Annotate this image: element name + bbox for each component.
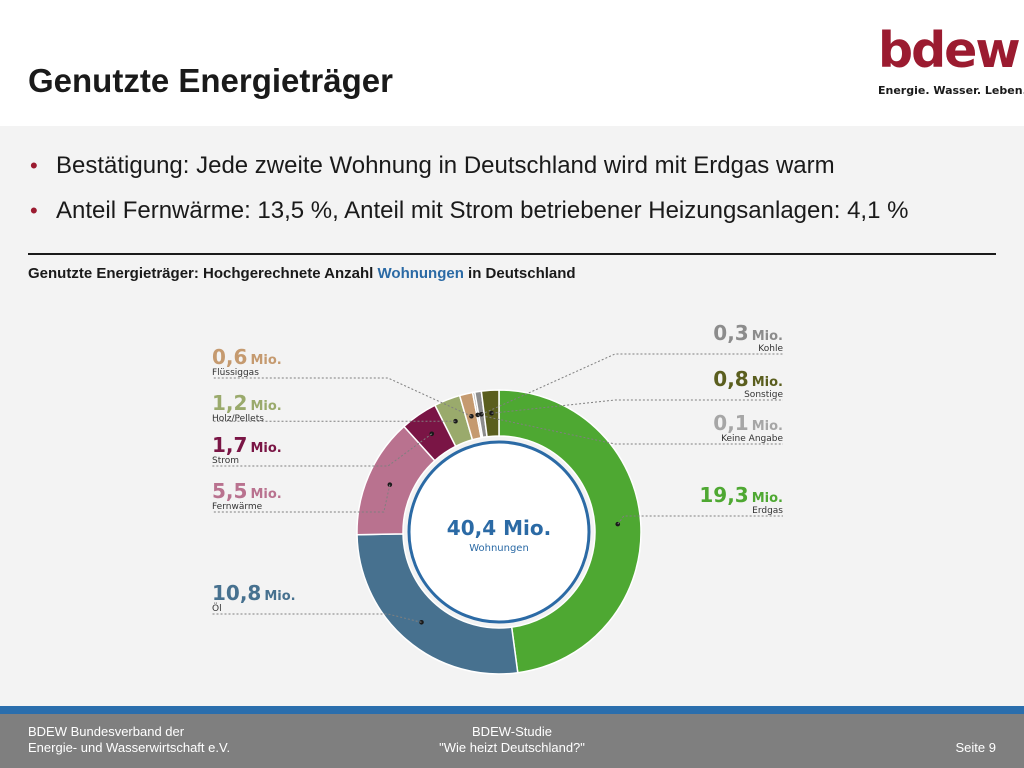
donut-slice-l: [356, 533, 519, 675]
slice-name-label-erdgas: Erdgas: [752, 506, 783, 516]
slice-name-label-kohle: Kohle: [758, 344, 783, 354]
subtitle-part2: in Deutschland: [463, 265, 576, 282]
leader-dot-l: [419, 619, 424, 625]
bullet-text: Bestätigung: Jede zweite Wohnung in Deut…: [56, 152, 835, 179]
leader-line-keine-angabe: [477, 414, 783, 445]
donut-chart: 40,4 Mio. Wohnungen 19,3 Mio.Erdgas 10,8 Mio.…: [212, 321, 783, 675]
footer-study-line1: BDEW-Studie: [472, 724, 552, 739]
bullet-text: Anteil Fernwärme: 13,5 %, Anteil mit Str…: [56, 197, 909, 224]
leader-line-kohle: [481, 353, 783, 415]
donut-center-label: Wohnungen: [469, 543, 529, 554]
footer-org-line1: BDEW Bundesverband der: [28, 724, 185, 739]
footer-page-number: Seite 9: [955, 740, 996, 755]
leader-dot-fl-ssiggas: [469, 413, 474, 419]
logo-word: bdew: [878, 22, 1021, 79]
leader-line-fl-ssiggas: [212, 377, 472, 417]
page-title: Genutzte Energieträger: [28, 62, 393, 99]
donut-slice-erdgas: [498, 389, 642, 674]
donut-center-value: 40,4 Mio.: [447, 516, 551, 540]
slice-value-label-fernw-rme: 5,5 Mio.: [212, 479, 282, 503]
bullet-icon: •: [30, 198, 38, 223]
leader-line-erdgas: [617, 515, 783, 525]
slice-value-label-kohle: 0,3 Mio.: [713, 321, 783, 345]
slice-value-label-holz-pellets: 1,2 Mio.: [212, 391, 282, 415]
footer-study: BDEW-Studie "Wie heizt Deutschland?": [412, 724, 612, 756]
slice-name-label-fl-ssiggas: Flüssiggas: [212, 368, 259, 378]
slice-name-label-l: Öl: [212, 603, 222, 614]
donut-center-ring: [407, 440, 591, 624]
slice-value-label-strom: 1,7 Mio.: [212, 433, 282, 457]
leader-dot-fernw-rme: [387, 482, 393, 487]
slice-value-label-erdgas: 19,3 Mio.: [699, 483, 783, 507]
leader-line-fernw-rme: [212, 484, 391, 513]
footer: BDEW Bundesverband der Energie- und Wass…: [0, 714, 1024, 768]
subtitle-part1: Genutzte Energieträger: Hochgerechnete A…: [28, 265, 378, 282]
slice-value-label-sonstige: 0,8 Mio.: [713, 367, 783, 391]
slice-name-label-keine-angabe: Keine Angabe: [721, 434, 783, 444]
bdew-logo: bdew Energie. Wasser. Leben.: [872, 26, 1024, 104]
footer-study-line2: "Wie heizt Deutschland?": [439, 740, 585, 755]
chart-subtitle: Genutzte Energieträger: Hochgerechnete A…: [28, 265, 576, 282]
slice-name-label-strom: Strom: [212, 456, 239, 466]
divider: [28, 253, 996, 255]
bullet-icon: •: [30, 153, 38, 178]
slice-value-label-fl-ssiggas: 0,6 Mio.: [212, 345, 282, 369]
header: Genutzte Energieträger bdew Energie. Was…: [0, 0, 1024, 126]
slice-name-label-holz-pellets: Holz/Pellets: [212, 414, 264, 424]
bullet-item: • Anteil Fernwärme: 13,5 %, Anteil mit S…: [30, 197, 1020, 225]
footer-org-line2: Energie- und Wasserwirtschaft e.V.: [28, 740, 231, 755]
subtitle-highlight: Wohnungen: [377, 265, 464, 282]
slice-name-label-fernw-rme: Fernwärme: [212, 502, 263, 512]
logo-tagline: Energie. Wasser. Leben.: [878, 84, 1024, 97]
slice-name-label-sonstige: Sonstige: [744, 390, 783, 400]
slice-value-label-keine-angabe: 0,1 Mio.: [713, 411, 783, 435]
footer-band: [0, 706, 1024, 714]
slice-value-label-l: 10,8 Mio.: [212, 581, 296, 605]
footer-org: BDEW Bundesverband der Energie- und Wass…: [28, 724, 230, 756]
bullet-list: • Bestätigung: Jede zweite Wohnung in De…: [30, 152, 1020, 225]
leader-line-sonstige: [491, 399, 783, 414]
bullet-item: • Bestätigung: Jede zweite Wohnung in De…: [30, 152, 1020, 180]
